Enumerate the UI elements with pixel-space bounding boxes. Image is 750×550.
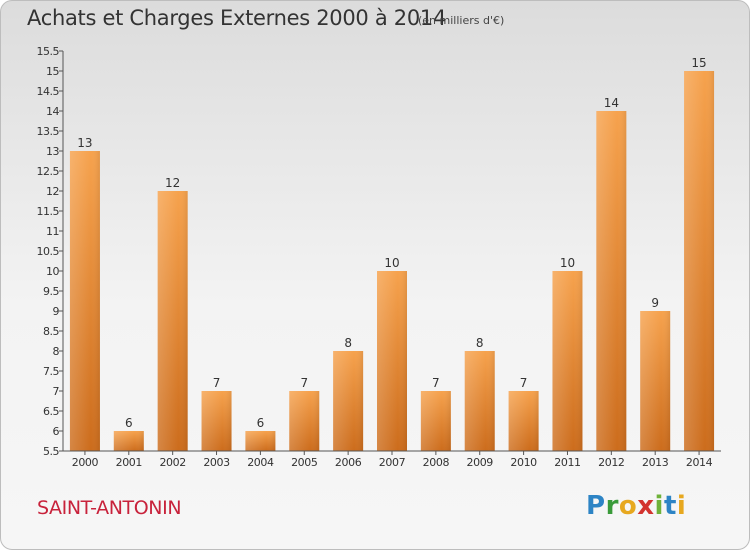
bar-shade-2000 [69, 151, 100, 451]
x-tick-label-2004: 2004 [247, 456, 274, 469]
y-tick-label: 12.5 [37, 165, 60, 178]
x-tick-label-2010: 2010 [510, 456, 537, 469]
y-tick-label: 6.5 [43, 405, 59, 418]
commune-name: SAINT-ANTONIN [37, 497, 182, 519]
y-tick-label: 12 [46, 185, 59, 198]
x-tick-label-2009: 2009 [467, 456, 494, 469]
y-tick-label: 10 [46, 265, 59, 278]
data-label-2000: 13 [77, 136, 92, 150]
x-tick-label-2014: 2014 [686, 456, 713, 469]
data-label-2009: 8 [476, 336, 484, 350]
data-label-2012: 14 [604, 96, 619, 110]
data-label-2007: 10 [384, 256, 399, 270]
bar-shade-2009 [464, 351, 495, 451]
y-tick-label: 9.5 [43, 285, 59, 298]
bar-shade-2010 [508, 391, 539, 451]
y-tick-label: 11.5 [37, 205, 60, 218]
y-tick-label: 15 [46, 65, 59, 78]
bars: 13 6 12 7 6 7 8 10 7 8 7 10 14 9 15 [69, 56, 715, 451]
y-axis: 5.5 6 6.5 7 7.5 8 8.5 9 9.5 10 10.5 11 11.5 12 12.5 13 1… [37, 45, 64, 458]
y-tick-label: 14.5 [37, 85, 60, 98]
y-tick-label: 10.5 [37, 245, 60, 258]
bar-shade-2012 [596, 111, 627, 451]
x-tick-label-2002: 2002 [159, 456, 185, 469]
x-tick-label-2005: 2005 [291, 456, 318, 469]
y-tick-label: 8.5 [43, 325, 59, 338]
y-tick-label: 5.5 [43, 445, 59, 458]
y-tick-label: 6 [53, 425, 60, 438]
x-axis: 2000 2001 2002 2003 2004 2005 2006 2007 2008 2009… [63, 450, 721, 469]
data-label-2010: 7 [520, 376, 528, 390]
chart-title: Achats et Charges Externes 2000 à 2014 [27, 6, 447, 30]
x-tick-label-2003: 2003 [203, 456, 230, 469]
bar-shade-2005 [289, 391, 320, 451]
bar-shade-2002 [157, 191, 188, 451]
bar-shade-2013 [640, 311, 671, 451]
bar-shade-2007 [377, 271, 407, 451]
data-label-2002: 12 [165, 176, 180, 190]
bar-shade-2011 [552, 271, 583, 451]
x-tick-label-2006: 2006 [335, 456, 362, 469]
bar-shade-2004 [245, 431, 276, 451]
y-tick-label: 8 [53, 345, 60, 358]
data-label-2013: 9 [651, 296, 659, 310]
y-tick-label: 13 [46, 145, 59, 158]
y-tick-label: 11 [46, 225, 59, 238]
chart-subtitle: (en milliers d'€) [418, 14, 505, 27]
x-tick-label-2008: 2008 [423, 456, 450, 469]
x-tick-label-2011: 2011 [554, 456, 580, 469]
y-tick-label: 13.5 [37, 125, 60, 138]
bar-shade-2006 [333, 351, 364, 451]
bar-shade-2014 [684, 71, 715, 451]
data-label-2001: 6 [125, 416, 133, 430]
data-label-2004: 6 [257, 416, 265, 430]
y-tick-label: 7 [53, 385, 60, 398]
x-tick-label-2001: 2001 [116, 456, 142, 469]
data-label-2006: 8 [344, 336, 352, 350]
x-tick-label-2013: 2013 [642, 456, 669, 469]
proxiti-logo[interactable]: Proxiti [586, 491, 687, 521]
data-label-2008: 7 [432, 376, 440, 390]
x-tick-label-2012: 2012 [598, 456, 624, 469]
bar-shade-2008 [420, 391, 451, 451]
bar-shade-2003 [201, 391, 232, 451]
bar-shade-2001 [113, 431, 144, 451]
y-tick-label: 15.5 [37, 45, 60, 58]
y-tick-label: 14 [46, 105, 59, 118]
y-tick-label: 9 [53, 305, 60, 318]
y-tick-label: 7.5 [43, 365, 59, 378]
data-label-2005: 7 [300, 376, 308, 390]
data-label-2011: 10 [560, 256, 575, 270]
data-label-2003: 7 [213, 376, 221, 390]
x-tick-label-2007: 2007 [379, 456, 406, 469]
x-tick-label-2000: 2000 [72, 456, 99, 469]
data-label-2014: 15 [691, 56, 706, 70]
